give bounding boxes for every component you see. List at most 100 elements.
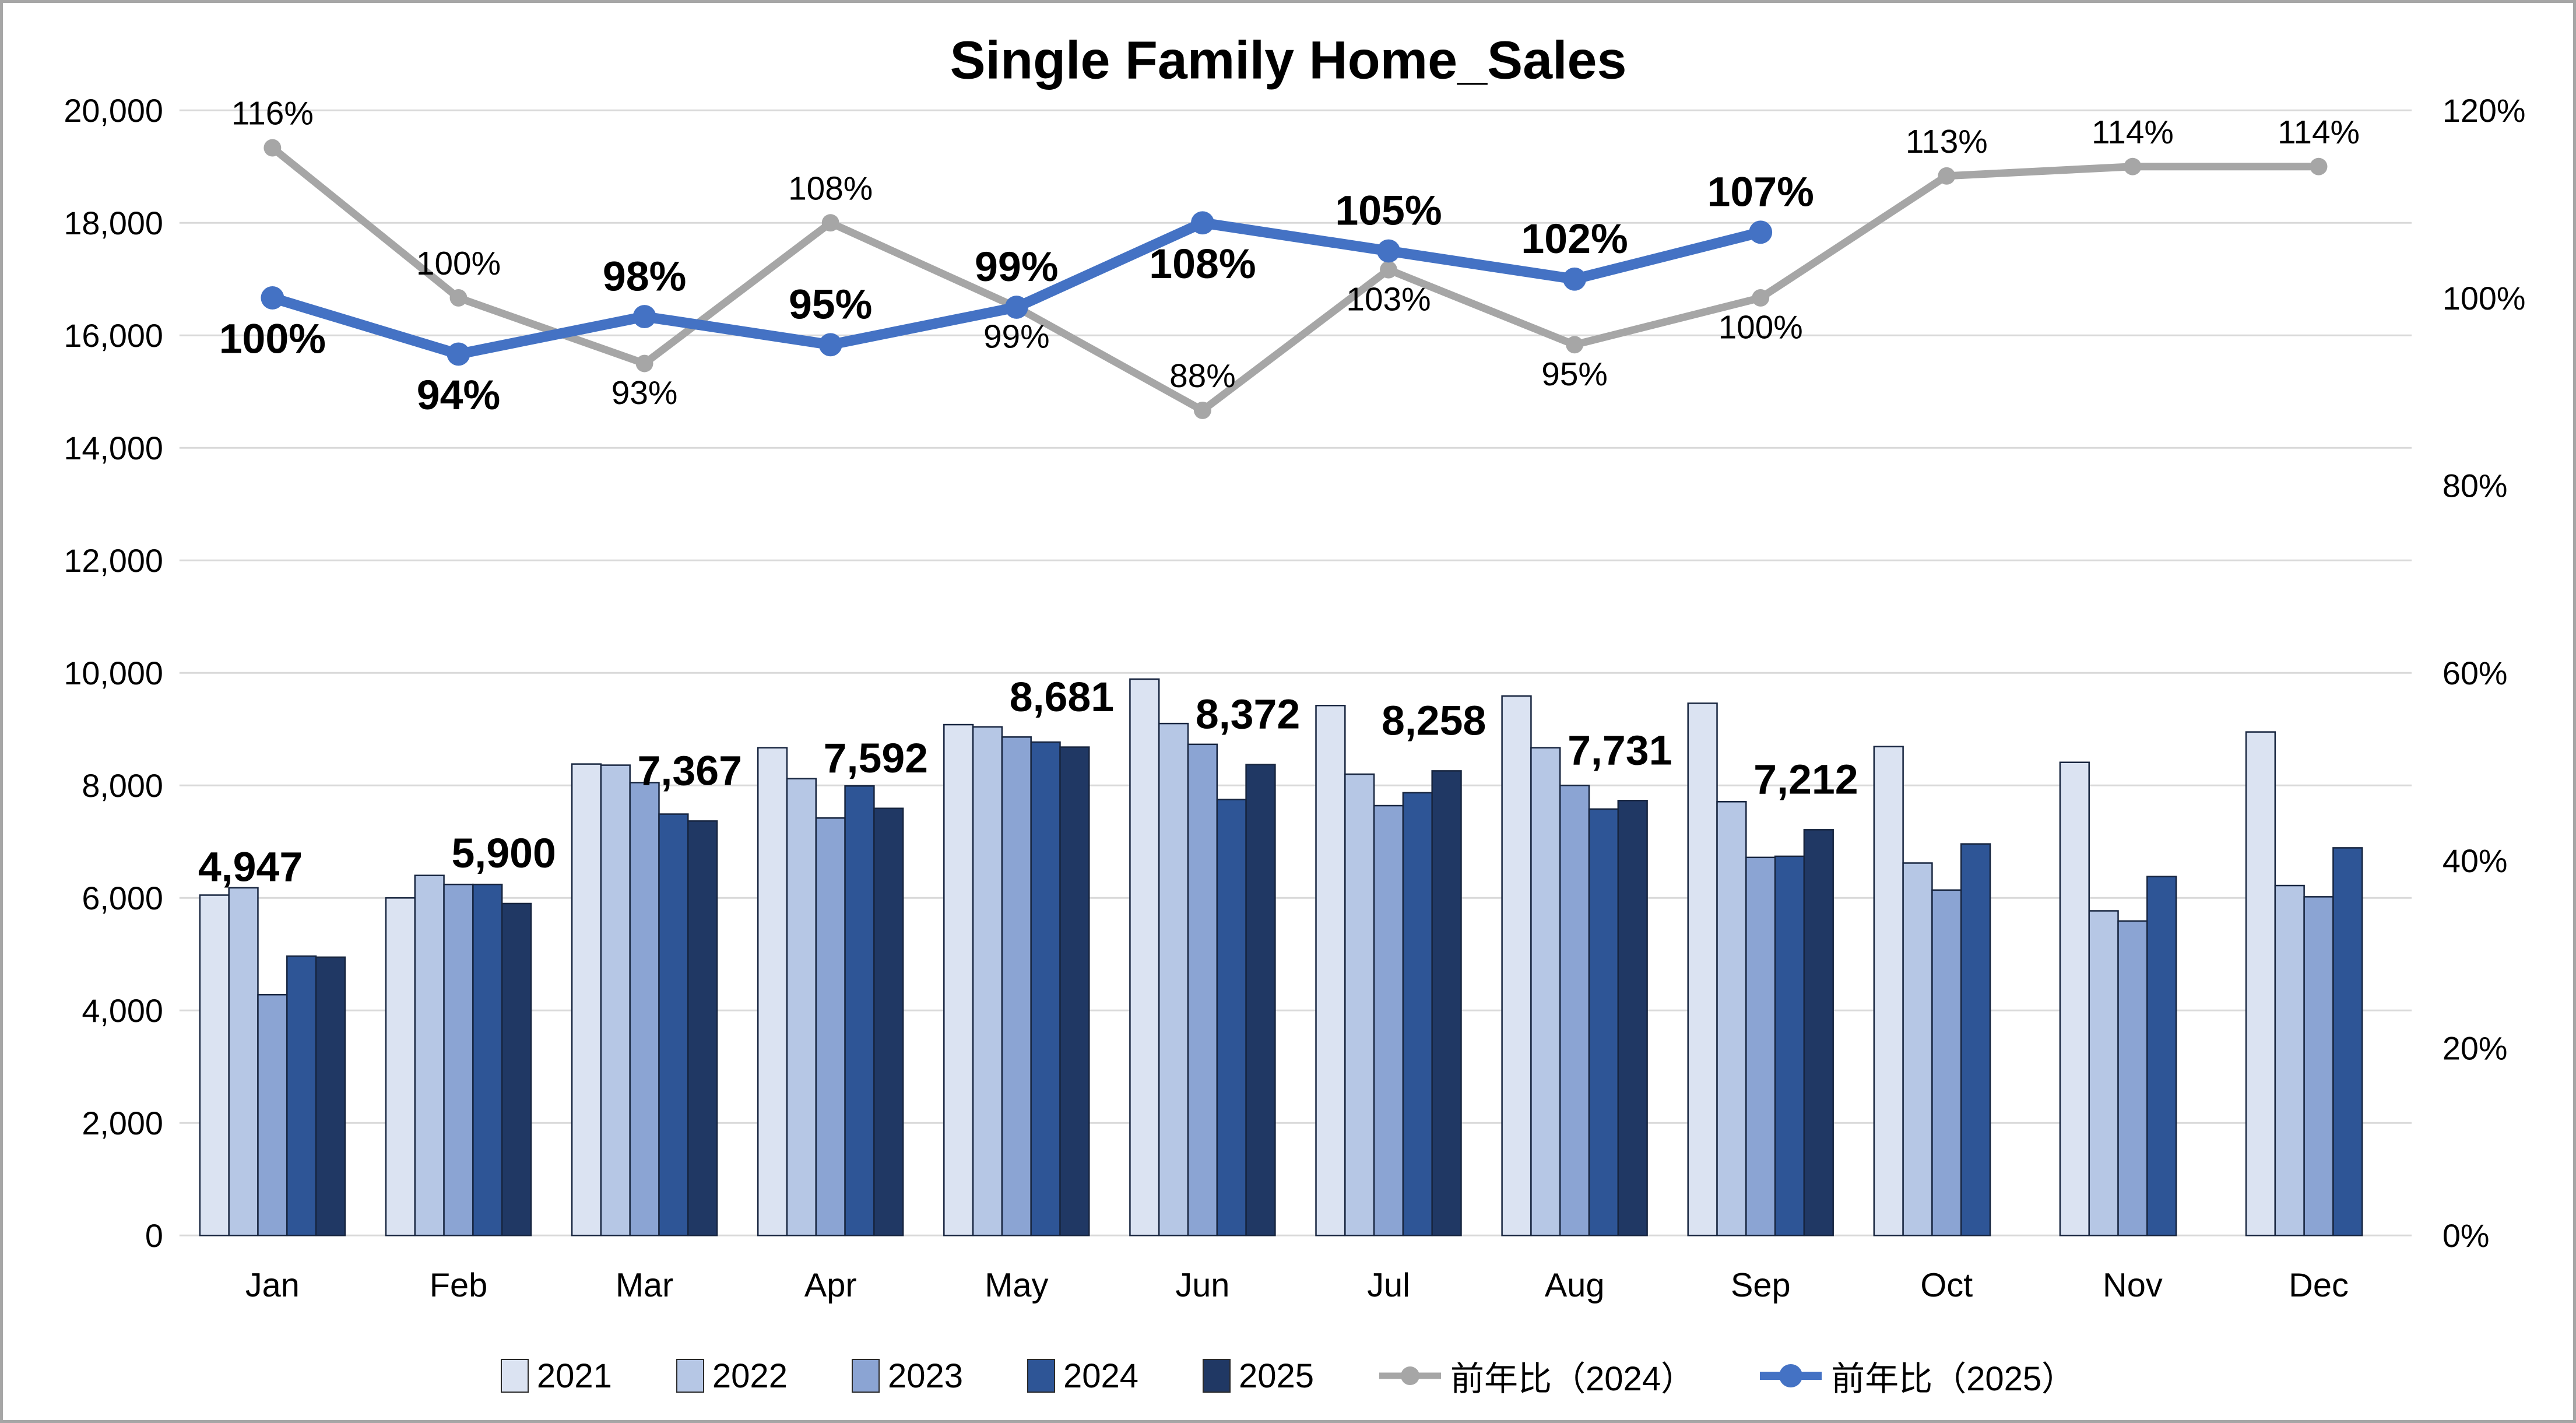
legend-item-前年比（2024）[interactable]: 前年比（2024） [1378,1351,1695,1400]
bar-2022-Feb[interactable] [414,874,445,1236]
bar-2021-Jun[interactable] [1129,678,1160,1236]
bar-2021-Feb[interactable] [385,897,416,1236]
marker-前年比（2024）-Jul[interactable] [1380,261,1397,279]
bar-2024-Jan[interactable] [286,955,317,1236]
bar-2021-Oct[interactable] [1873,746,1904,1236]
bar-2022-Oct[interactable] [1902,862,1933,1236]
bar-2025-Jan[interactable] [315,956,346,1236]
bar-2024-Mar[interactable] [658,813,689,1236]
right-axis-tick: 80% [2443,468,2508,504]
legend-item-2022[interactable]: 2022 [676,1357,788,1396]
bar-2021-Nov[interactable] [2059,761,2090,1236]
bar-2023-Oct[interactable] [1931,889,1962,1236]
marker-前年比（2025）-Jul[interactable] [1377,239,1400,263]
bar-2022-Apr[interactable] [786,778,817,1236]
bar-2024-Nov[interactable] [2146,876,2177,1236]
bar-2022-Jul[interactable] [1344,773,1375,1236]
bar-2021-Dec[interactable] [2245,731,2276,1236]
legend-line-marker-icon [1760,1364,1822,1387]
bar-2024-Jun[interactable] [1216,799,1247,1236]
bar-2024-Aug[interactable] [1588,808,1619,1236]
bar-2023-Apr[interactable] [815,817,846,1236]
legend-item-2021[interactable]: 2021 [500,1357,612,1396]
bar-2024-Apr[interactable] [844,785,875,1236]
bar-2021-Aug[interactable] [1501,695,1532,1236]
bar-2021-Jul[interactable] [1315,704,1346,1236]
bar-2022-May[interactable] [972,726,1003,1236]
chart-title[interactable]: Single Family Home_Sales [950,30,1627,90]
bar-2023-Jan[interactable] [257,994,288,1236]
bar-2024-Jul[interactable] [1402,792,1433,1236]
bar-2025-Sep[interactable] [1803,829,1834,1236]
marker-前年比（2025）-Jan[interactable] [261,286,284,310]
bar-2024-Sep[interactable] [1774,855,1805,1236]
marker-前年比（2024）-Dec[interactable] [2310,157,2328,175]
bar-2025-Jun[interactable] [1245,764,1276,1236]
left-axis-tick: 6,000 [82,880,163,916]
marker-前年比（2024）-Aug[interactable] [1566,336,1584,354]
bar-2024-Oct[interactable] [1960,843,1991,1236]
marker-前年比（2024）-Apr[interactable] [821,214,839,232]
bar-2025-Apr[interactable] [873,807,904,1236]
bar-2022-Aug[interactable] [1530,747,1561,1236]
month-label-Jun: Jun [1175,1267,1229,1304]
bar-2023-Jun[interactable] [1187,743,1218,1236]
bar-2023-Feb[interactable] [443,883,474,1236]
line-label-前年比（2024）-Dec: 114% [2278,114,2360,151]
bar-2022-Nov[interactable] [2088,910,2119,1236]
bar-2022-Jun[interactable] [1158,722,1189,1236]
bar-2022-Dec[interactable] [2274,884,2305,1236]
bar-2021-Sep[interactable] [1687,702,1718,1236]
legend-item-2024[interactable]: 2024 [1027,1357,1138,1396]
line-label-前年比（2024）-Mar: 93% [612,375,678,412]
bar-2023-Dec[interactable] [2303,896,2334,1236]
bar-2024-Feb[interactable] [472,883,503,1236]
marker-前年比（2025）-Mar[interactable] [632,305,656,329]
marker-前年比（2025）-Feb[interactable] [447,342,470,366]
line-label-前年比（2025）-Jan: 100% [219,316,326,363]
legend-swatch-icon [500,1359,529,1393]
bar-2022-Sep[interactable] [1716,801,1747,1236]
bar-2023-Aug[interactable] [1559,785,1590,1236]
bar-2025-Feb[interactable] [501,902,532,1236]
bar-2025-Jul[interactable] [1431,770,1462,1236]
right-axis-tick: 0% [2443,1218,2490,1254]
bar-2021-Mar[interactable] [571,763,602,1236]
line-label-前年比（2025）-Feb: 94% [417,372,500,419]
legend-item-2025[interactable]: 2025 [1203,1357,1314,1396]
bar-2023-Nov[interactable] [2117,920,2148,1236]
bar-2025-May[interactable] [1059,746,1090,1236]
marker-前年比（2024）-Oct[interactable] [1938,167,1956,185]
line-label-前年比（2024）-Apr: 108% [788,170,873,207]
marker-前年比（2025）-Aug[interactable] [1563,267,1587,291]
marker-前年比（2024）-Jan[interactable] [263,139,282,157]
bar-2023-Jul[interactable] [1373,804,1404,1236]
bar-2024-May[interactable] [1030,741,1061,1236]
marker-前年比（2024）-Sep[interactable] [1752,289,1770,307]
legend-item-2023[interactable]: 2023 [851,1357,963,1396]
marker-前年比（2024）-Feb[interactable] [449,289,468,307]
marker-前年比（2025）-Sep[interactable] [1749,220,1773,244]
bar-2021-Jan[interactable] [199,894,230,1236]
marker-前年比（2024）-Nov[interactable] [2124,157,2142,175]
bar-2023-Sep[interactable] [1745,856,1776,1236]
marker-前年比（2025）-Apr[interactable] [818,333,842,357]
legend-item-前年比（2025）[interactable]: 前年比（2025） [1759,1351,2075,1400]
bar-2024-Dec[interactable] [2332,847,2363,1236]
bar-2022-Mar[interactable] [600,764,631,1236]
bar-2023-May[interactable] [1001,736,1032,1236]
bar-2025-Aug[interactable] [1617,799,1648,1236]
bar-value-label-Jun: 8,372 [1196,691,1300,738]
marker-前年比（2025）-May[interactable] [1004,296,1028,319]
left-axis-tick: 18,000 [64,205,163,241]
legend: 2021 2022 2023 2024 2025 前年比（2024） 前年比（2025） [3,1344,2573,1408]
bar-2021-May[interactable] [943,723,974,1236]
line-前年比（2024）[interactable] [268,144,2322,414]
marker-前年比（2024）-Jun[interactable] [1193,401,1211,419]
marker-前年比（2024）-Mar[interactable] [635,354,653,373]
bar-2025-Mar[interactable] [687,820,718,1236]
marker-前年比（2025）-Jun[interactable] [1190,211,1214,235]
bar-2023-Mar[interactable] [629,782,660,1236]
bar-2021-Apr[interactable] [757,747,788,1236]
bar-2022-Jan[interactable] [228,887,259,1236]
